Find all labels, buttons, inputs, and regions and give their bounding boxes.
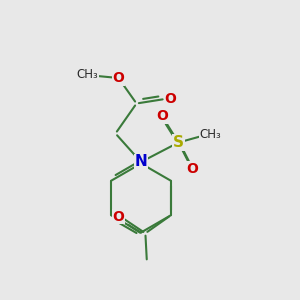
- Text: O: O: [156, 109, 168, 123]
- Text: CH₃: CH₃: [199, 128, 221, 142]
- Text: CH₃: CH₃: [77, 68, 98, 81]
- Text: S: S: [173, 135, 184, 150]
- Text: O: O: [186, 162, 198, 176]
- Text: O: O: [164, 92, 176, 106]
- Text: O: O: [112, 71, 124, 85]
- Text: O: O: [112, 210, 124, 224]
- Text: N: N: [135, 154, 147, 169]
